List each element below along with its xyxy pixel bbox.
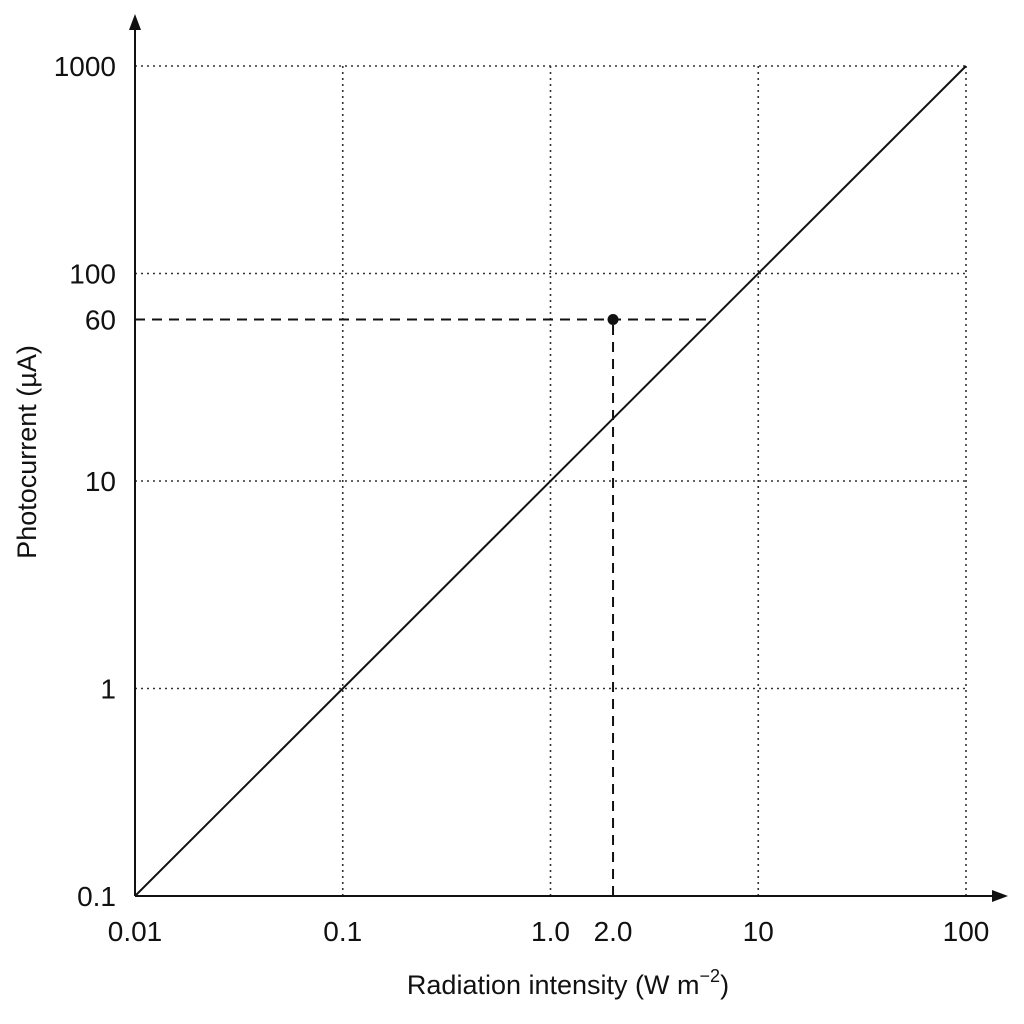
x-tick-label-1: 0.1 <box>323 916 362 947</box>
axes <box>129 14 1008 902</box>
x-axis-arrow <box>992 890 1008 902</box>
y-axis-label: Photocurrent (µA) <box>12 345 42 559</box>
y-tick-label-2: 10 <box>85 466 116 497</box>
x-tick-label-0: 0.01 <box>108 916 163 947</box>
y-tick-label-3: 60 <box>85 305 116 336</box>
x-tick-label-4: 10 <box>743 916 774 947</box>
x-tick-label-3: 2.0 <box>594 916 633 947</box>
series-layer <box>134 65 967 897</box>
y-tick-label-4: 100 <box>69 259 116 290</box>
series-line-0 <box>134 65 967 897</box>
data-point-marker <box>607 314 619 326</box>
x-axis-label-close: ) <box>720 970 729 1000</box>
y-tick-label-0: 0.1 <box>77 881 116 912</box>
x-tick-label-5: 100 <box>943 916 990 947</box>
tick-labels: 0.01 0.1 1.0 2.0 10 100 0.1 1 10 60 100 1000 <box>54 51 990 947</box>
x-axis-label-exponent: −2 <box>700 966 721 986</box>
y-tick-label-5: 1000 <box>54 51 116 82</box>
y-tick-label-1: 1 <box>100 674 116 705</box>
x-axis-label: Radiation intensity (W m−2) <box>407 966 729 1000</box>
y-axis-arrow <box>129 14 141 30</box>
x-tick-label-2: 1.0 <box>531 916 570 947</box>
